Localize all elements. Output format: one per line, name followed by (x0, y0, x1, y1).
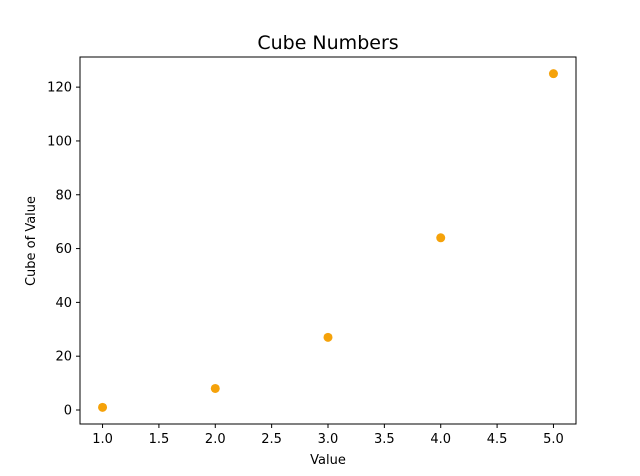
y-tick-label: 60 (55, 242, 72, 257)
y-tick-label: 0 (64, 404, 72, 419)
y-tick-label: 20 (55, 350, 72, 365)
y-tick-label: 100 (47, 134, 72, 149)
data-point (548, 69, 558, 79)
data-point (436, 233, 446, 243)
x-tick-label: 3.5 (374, 432, 395, 447)
x-tick-label: 4.0 (430, 432, 451, 447)
x-tick-label: 2.0 (205, 432, 226, 447)
plot-frame (79, 56, 577, 425)
data-point (98, 402, 108, 412)
y-axis-label: Cube of Value (24, 196, 39, 286)
x-tick-label: 1.0 (92, 432, 113, 447)
x-tick-label: 2.5 (261, 432, 282, 447)
x-tick-label: 5.0 (543, 432, 564, 447)
x-tick-label: 3.0 (318, 432, 339, 447)
y-tick-label: 40 (55, 296, 72, 311)
data-point (323, 332, 333, 342)
x-axis-label: Value (310, 453, 346, 468)
x-tick-label: 1.5 (149, 432, 170, 447)
chart-title: Cube Numbers (257, 32, 398, 54)
y-tick-label: 80 (55, 188, 72, 203)
y-tick-label: 120 (47, 81, 72, 96)
data-point (210, 383, 220, 393)
plot-area: 1.0 1.5 2.0 2.5 3.0 3.5 4.0 4.5 5.0 0 20 40 60 80 100 1… (47, 56, 577, 447)
x-tick-label: 4.5 (487, 432, 508, 447)
